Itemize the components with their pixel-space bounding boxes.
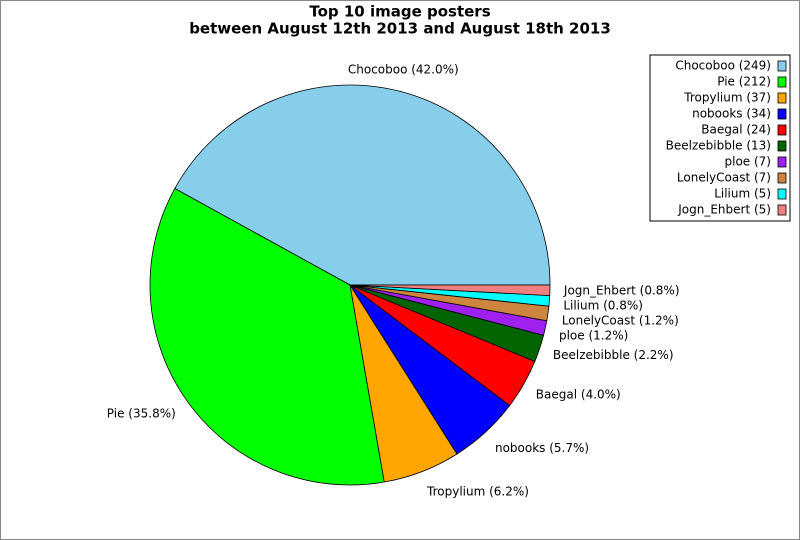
legend-swatch — [777, 204, 787, 216]
slice-label: nobooks (5.7%) — [495, 441, 589, 455]
legend-label: LonelyCoast (7) — [677, 171, 771, 185]
legend-label: Pie (212) — [717, 75, 771, 89]
slice-label: Tropylium (6.2%) — [426, 485, 529, 499]
legend-swatch — [777, 124, 787, 136]
legend-swatch — [777, 188, 787, 200]
slice-label: Chocoboo (42.0%) — [348, 62, 459, 76]
legend-label: Tropylium (37) — [683, 91, 771, 105]
chart-title: Top 10 image posters — [309, 3, 490, 21]
legend-swatch — [777, 60, 787, 72]
pie-slice — [174, 84, 551, 286]
legend-swatch — [777, 108, 787, 120]
legend-swatch — [777, 76, 787, 88]
slice-label: Beelzebibble (2.2%) — [553, 348, 674, 362]
pie-slice — [149, 187, 385, 486]
legend-swatch — [777, 140, 787, 152]
slice-label: Pie (35.8%) — [107, 406, 176, 420]
slice-label: Jogn_Ehbert (0.8%) — [563, 283, 680, 297]
legend-swatch — [777, 172, 787, 184]
slice-label: ploe (1.2%) — [559, 328, 628, 342]
legend-label: nobooks (34) — [692, 107, 771, 121]
chart-subtitle: between August 12th 2013 and August 18th… — [189, 20, 611, 38]
legend-label: ploe (7) — [725, 155, 772, 169]
legend-swatch — [777, 92, 787, 104]
legend-swatch — [777, 156, 787, 168]
legend-label: Jogn_Ehbert (5) — [677, 203, 771, 217]
slice-label: Baegal (4.0%) — [536, 388, 621, 402]
slice-label: LonelyCoast (1.2%) — [562, 313, 679, 327]
legend-label: Baegal (24) — [701, 123, 771, 137]
slice-label: Lilium (0.8%) — [563, 298, 643, 312]
legend-box — [649, 54, 791, 222]
legend-label: Lilium (5) — [714, 187, 771, 201]
legend-label: Beelzebibble (13) — [666, 139, 771, 153]
pie-slice — [349, 284, 551, 297]
legend-label: Chocoboo (249) — [675, 59, 771, 73]
